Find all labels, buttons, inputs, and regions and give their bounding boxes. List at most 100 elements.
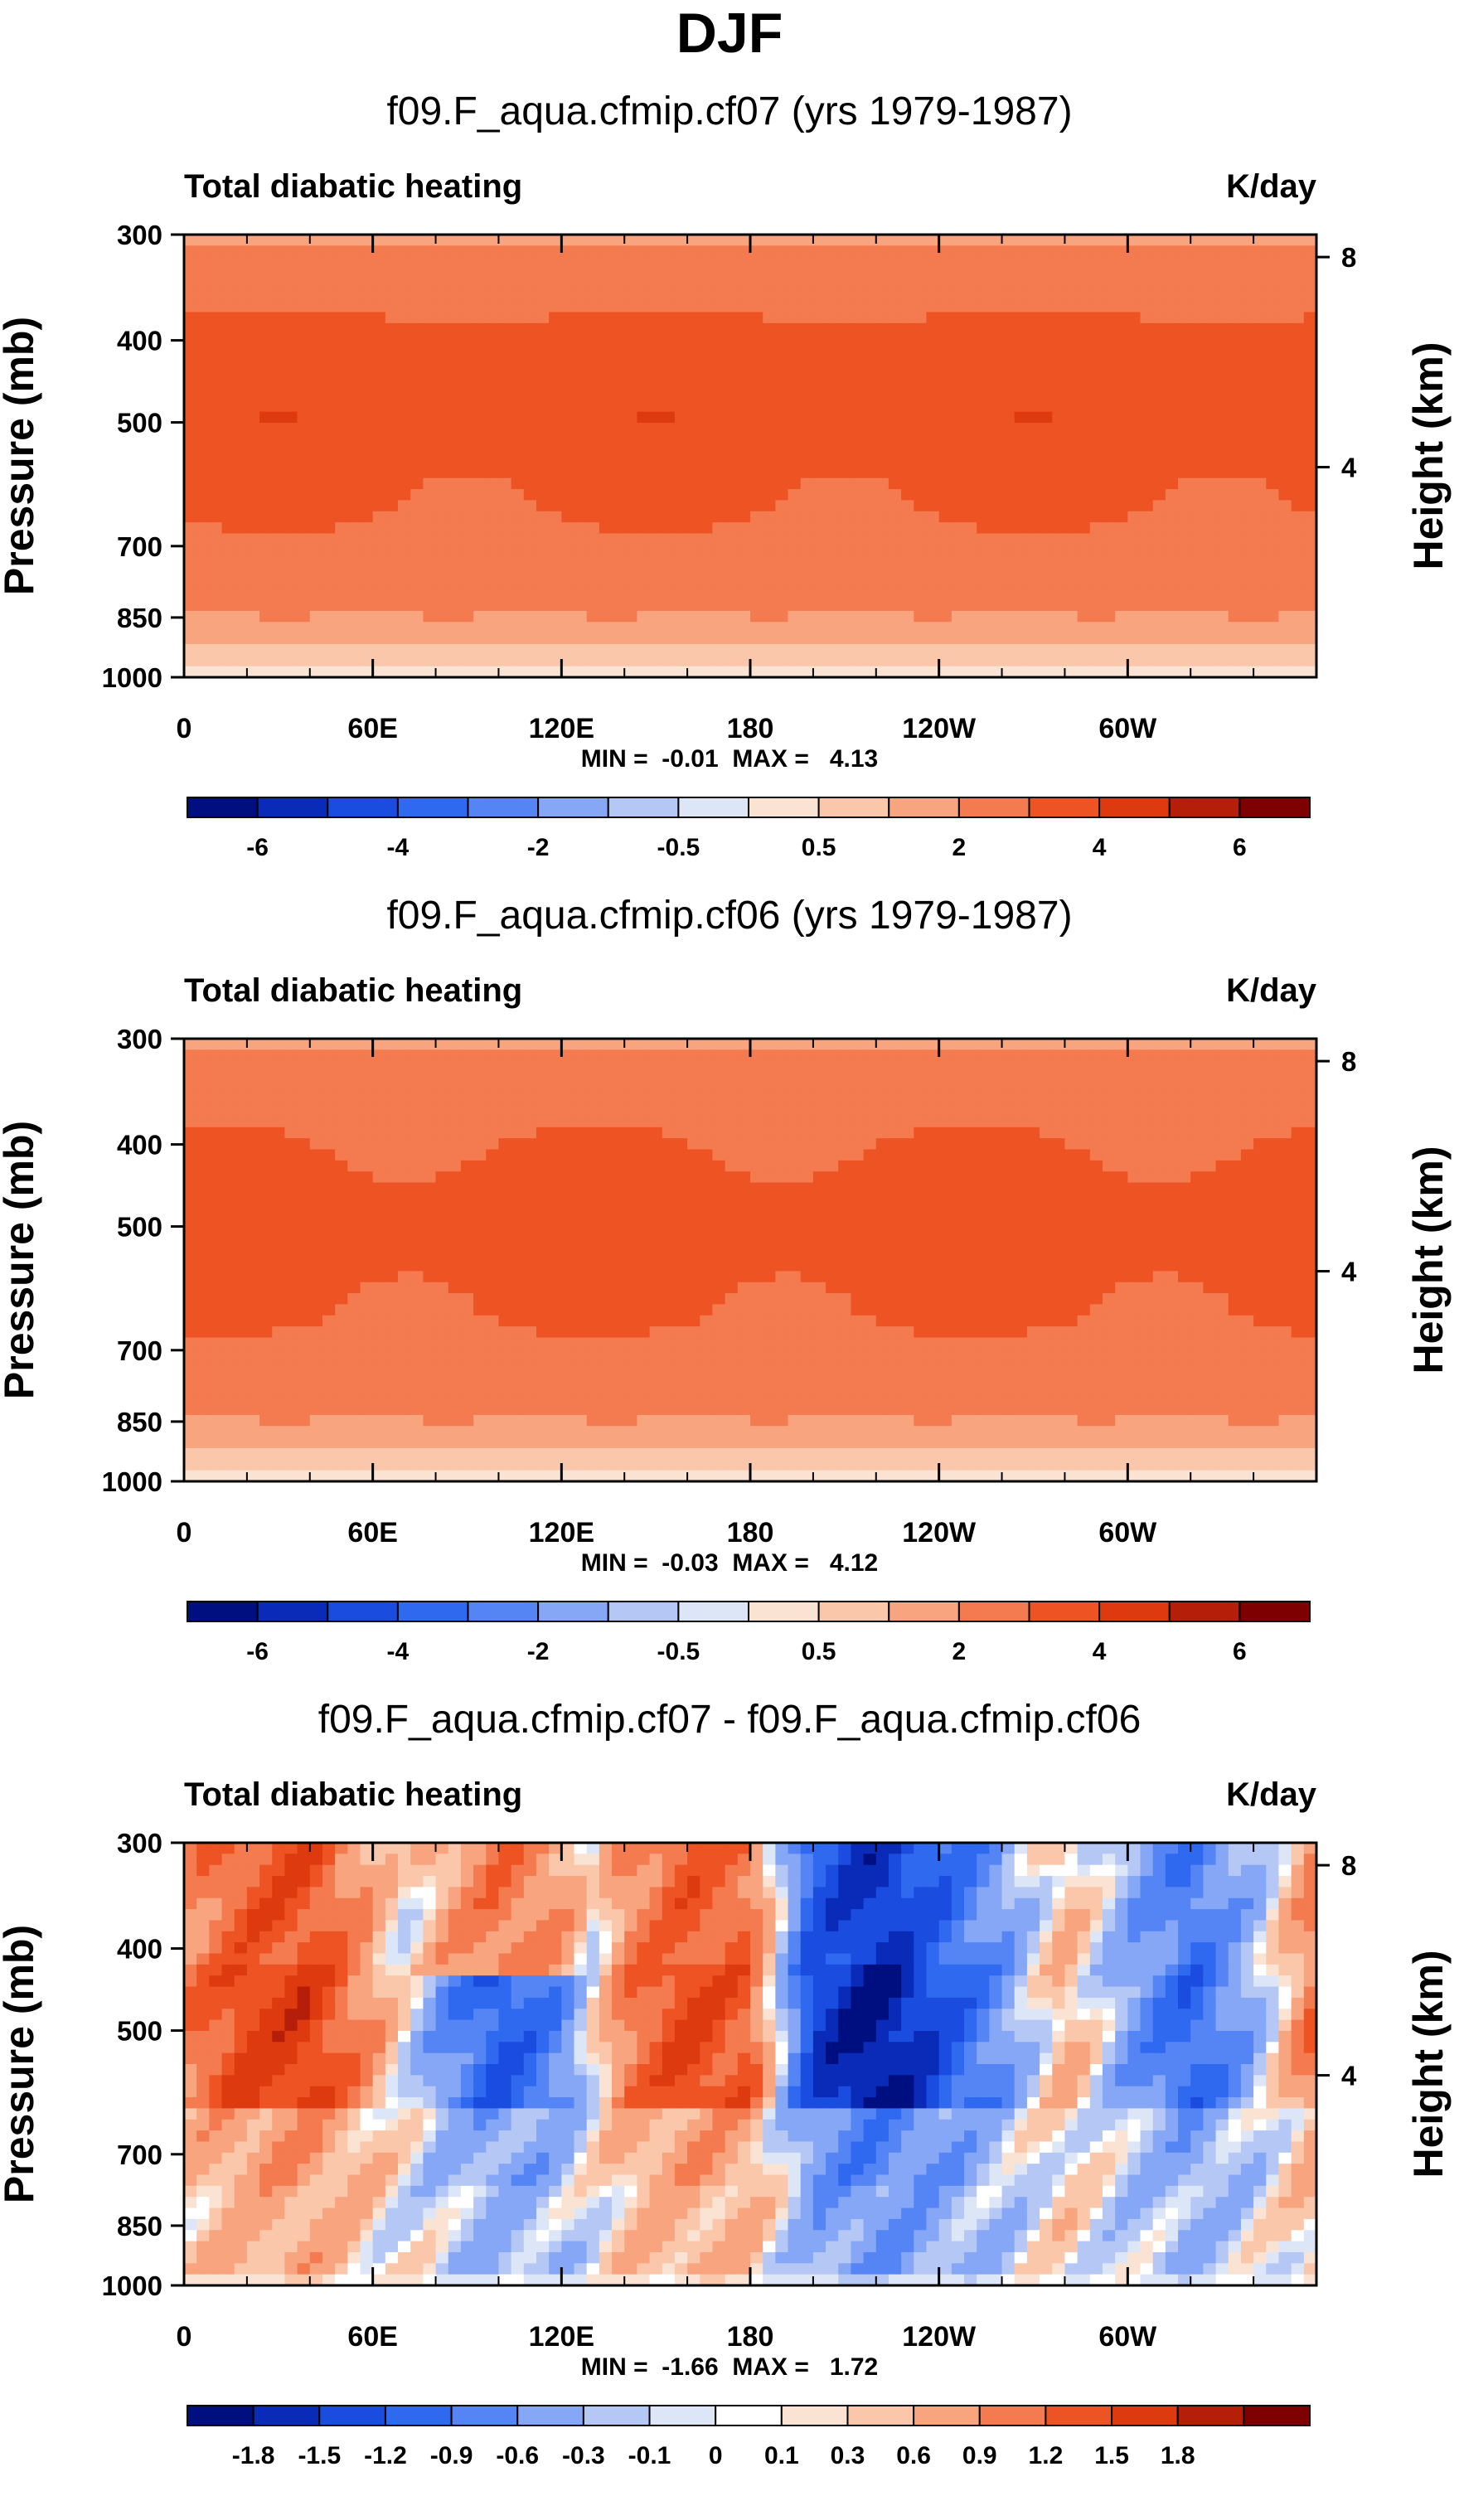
heatmap-cell — [750, 545, 763, 556]
heatmap-cell — [700, 1072, 713, 1083]
heatmap-cell — [574, 511, 588, 523]
heatmap-cell — [738, 1072, 751, 1083]
heatmap-cell — [410, 478, 424, 490]
heatmap-cell — [1229, 644, 1242, 656]
heatmap-cell — [284, 257, 298, 269]
heatmap-cell — [914, 1105, 927, 1117]
heatmap-cell — [826, 555, 839, 567]
heatmap-cell — [574, 445, 588, 457]
heatmap-cell — [536, 1083, 550, 1094]
heatmap-cell — [1216, 312, 1229, 323]
heatmap-cell — [939, 555, 952, 567]
heatmap-cell — [1002, 334, 1015, 346]
heatmap-cell — [738, 423, 751, 434]
heatmap-cell — [889, 1083, 902, 1094]
heatmap-cell — [574, 268, 588, 279]
heatmap-cell — [1203, 301, 1216, 313]
heatmap-cell — [901, 1138, 914, 1150]
heatmap-cell — [1166, 567, 1179, 579]
heatmap-cell — [272, 1105, 285, 1117]
heatmap-cell — [235, 279, 248, 290]
heatmap-cell — [838, 478, 851, 490]
heatmap-cell — [335, 522, 348, 534]
heatmap-cell — [989, 245, 1002, 257]
heatmap-cell — [1203, 1161, 1216, 1172]
heatmap-cell — [1153, 235, 1166, 246]
heatmap-cell — [876, 312, 889, 323]
heatmap-cell — [1216, 445, 1229, 457]
heatmap-cell — [624, 478, 637, 490]
heatmap-cell — [914, 478, 927, 490]
heatmap-cell — [801, 312, 814, 323]
heatmap-cell — [1115, 456, 1128, 468]
heatmap-cell — [298, 1072, 311, 1083]
heatmap-cell — [524, 1183, 537, 1195]
heatmap-cell — [1064, 456, 1078, 468]
heatmap-cell — [624, 1194, 637, 1205]
heatmap-cell — [952, 489, 965, 501]
heatmap-cell — [298, 600, 311, 612]
heatmap-cell — [347, 1049, 361, 1061]
heatmap-cell — [1304, 1083, 1317, 1094]
heatmap-cell — [398, 1161, 411, 1172]
heatmap-cell — [196, 611, 210, 623]
heatmap-cell — [637, 1072, 650, 1083]
heatmap-cell — [750, 489, 763, 501]
heatmap-cell — [360, 412, 373, 424]
heatmap-cell — [272, 533, 285, 545]
heatmap-cell — [1166, 235, 1179, 246]
heatmap-cell — [436, 633, 449, 645]
heatmap-cell — [209, 445, 222, 457]
heatmap-cell — [222, 1127, 235, 1139]
heatmap-cell — [1166, 655, 1179, 666]
heatmap-cell — [801, 611, 814, 623]
heatmap-cell — [1292, 489, 1305, 501]
heatmap-cell — [1166, 555, 1179, 567]
heatmap-cell — [788, 511, 802, 523]
heatmap-cell — [561, 279, 574, 290]
heatmap-cell — [1078, 1105, 1091, 1117]
heatmap-cell — [939, 567, 952, 579]
heatmap-cell — [750, 434, 763, 445]
heatmap-cell — [272, 589, 285, 600]
heatmap-cell — [222, 511, 235, 523]
heatmap-cell — [775, 235, 788, 246]
heatmap-cell — [1241, 235, 1254, 246]
heatmap-cell — [687, 367, 700, 379]
heatmap-cell — [926, 1039, 939, 1050]
heatmap-cell — [209, 390, 222, 401]
heatmap-cell — [738, 655, 751, 666]
heatmap-cell — [712, 1072, 725, 1083]
heatmap-cell — [1015, 511, 1028, 523]
heatmap-cell — [498, 1127, 511, 1139]
heatmap-cell — [385, 567, 399, 579]
heatmap-cell — [1278, 522, 1292, 534]
chart-title: f09.F_aqua.cfmip.cf06 (yrs 1979-1987) — [386, 894, 1072, 938]
heatmap-cell — [1103, 367, 1116, 379]
heatmap-cell — [1052, 279, 1065, 290]
heatmap-cell — [298, 379, 311, 390]
heatmap-cell — [410, 1127, 424, 1139]
heatmap-cell — [284, 555, 298, 567]
heatmap-cell — [549, 379, 562, 390]
heatmap-cell — [650, 1161, 663, 1172]
heatmap-cell — [864, 555, 877, 567]
heatmap-cell — [1166, 1150, 1179, 1161]
heatmap-cell — [436, 600, 449, 612]
heatmap-cell — [1216, 511, 1229, 523]
heatmap-cell — [272, 379, 285, 390]
heatmap-cell — [801, 456, 814, 468]
heatmap-cell — [1103, 279, 1116, 290]
heatmap-cell — [373, 589, 386, 600]
heatmap-cell — [687, 1127, 700, 1139]
heatmap-cell — [599, 1183, 613, 1195]
heatmap-cell — [599, 379, 613, 390]
heatmap-cell — [1064, 390, 1078, 401]
heatmap-cell — [398, 589, 411, 600]
heatmap-cell — [1153, 1094, 1166, 1106]
heatmap-cell — [1266, 644, 1279, 656]
heatmap-cell — [1266, 1105, 1279, 1117]
heatmap-cell — [448, 245, 462, 257]
heatmap-cell — [298, 500, 311, 511]
heatmap-cell — [989, 323, 1002, 335]
